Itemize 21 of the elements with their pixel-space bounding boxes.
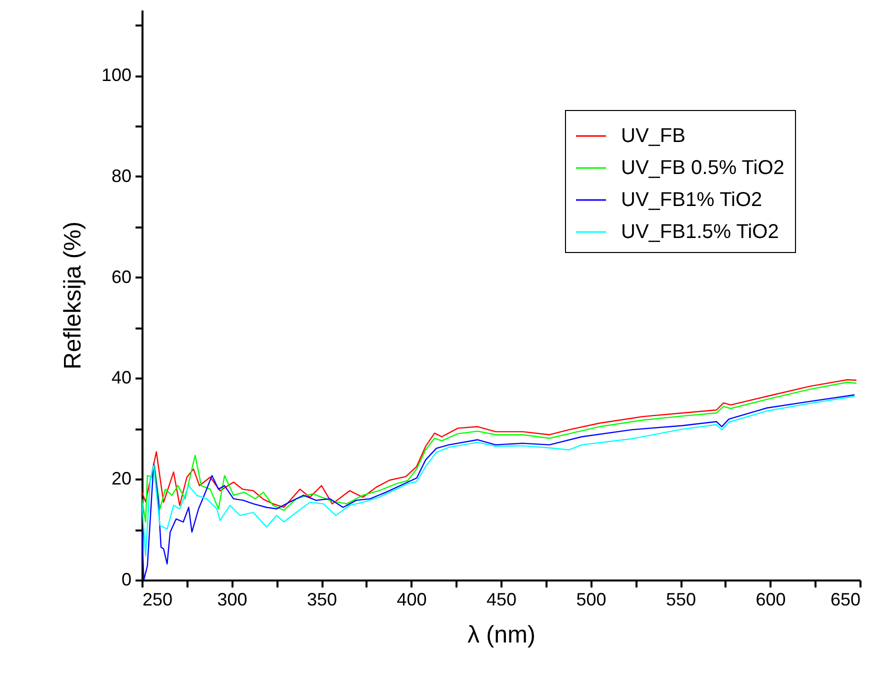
legend-label: UV_FB (621, 125, 686, 147)
x-tick-label: 600 (756, 590, 786, 610)
legend-label: UV_FB 0.5% TiO2 (621, 157, 784, 179)
legend-label: UV_FB1.5% TiO2 (621, 221, 779, 243)
y-tick-label: 40 (111, 368, 132, 388)
x-tick-label: 300 (217, 590, 248, 610)
y-tick-label: 100 (101, 65, 132, 86)
x-tick-label: 500 (576, 590, 606, 610)
legend-label: UV_FB1% TiO2 (621, 189, 762, 211)
x-tick-label: 400 (396, 590, 427, 610)
x-tick-label: 250 (142, 590, 173, 610)
y-tick-label: 0 (121, 570, 132, 590)
y-axis-title: Refleksija (%) (59, 221, 86, 370)
x-tick-label: 350 (306, 590, 338, 610)
y-tick-label: 80 (111, 166, 132, 186)
y-tick-label: 20 (111, 468, 132, 489)
y-tick-label: 60 (111, 266, 132, 287)
x-axis-title: λ (nm) (468, 622, 536, 648)
x-tick-label: 550 (666, 590, 696, 610)
x-tick-label: 650 (830, 590, 860, 610)
x-tick-label: 450 (486, 590, 517, 610)
